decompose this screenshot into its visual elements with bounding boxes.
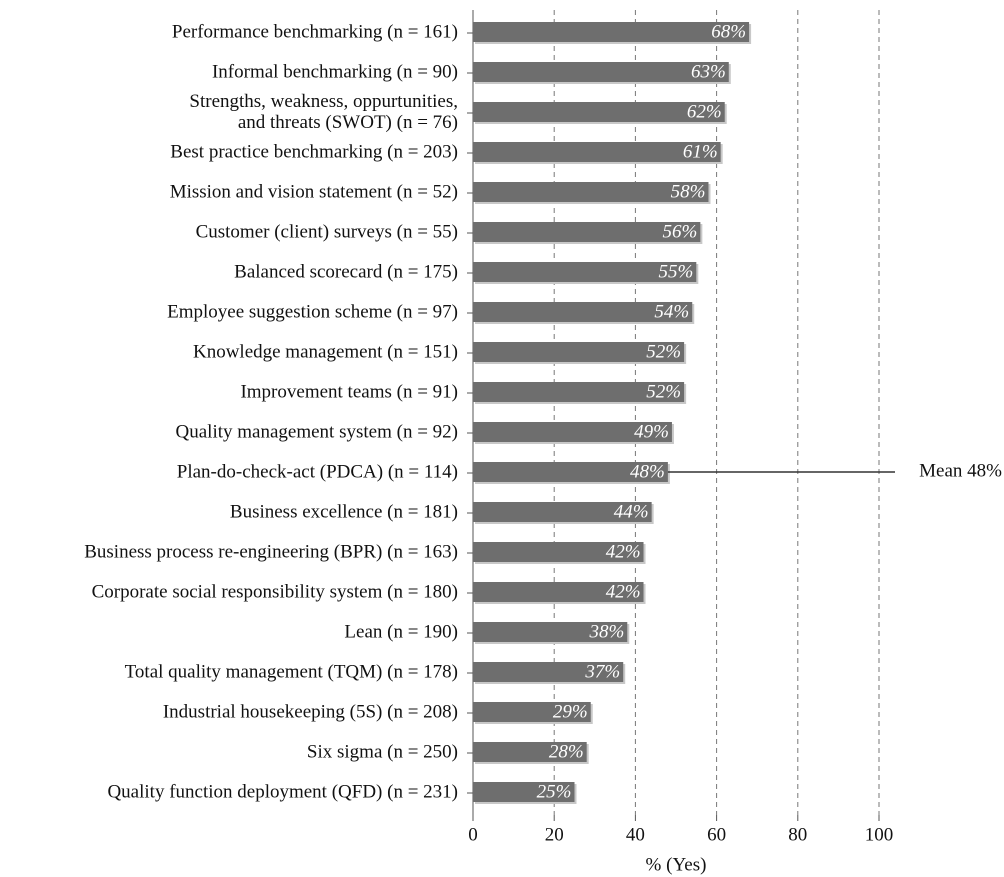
x-tick-label: 0 [468, 824, 478, 845]
category-label: Performance benchmarking (n = 161) [172, 21, 458, 42]
category-label: Business excellence (n = 181) [230, 501, 458, 522]
x-tick-label: 80 [788, 824, 807, 845]
category-label: Business process re-engineering (BPR) (n… [84, 541, 458, 562]
x-tick-label: 60 [707, 824, 726, 845]
x-tick-label: 40 [626, 824, 645, 845]
value-label: 68% [711, 21, 746, 42]
value-label: 38% [588, 621, 624, 642]
value-label: 56% [663, 221, 698, 242]
bar [473, 302, 693, 322]
category-label: Customer (client) surveys (n = 55) [196, 221, 458, 242]
bar [473, 662, 624, 682]
category-label: Knowledge management (n = 151) [193, 341, 458, 362]
value-label: 28% [549, 741, 584, 762]
value-label: 52% [646, 381, 681, 402]
value-label: 42% [606, 581, 641, 602]
bar [473, 102, 725, 122]
value-label: 55% [658, 261, 693, 282]
value-label: 37% [584, 661, 620, 682]
bar [473, 62, 729, 82]
bar [473, 782, 575, 802]
bar [473, 502, 652, 522]
bar [473, 342, 685, 362]
bar [473, 262, 697, 282]
x-tick-label: 100 [865, 824, 894, 845]
value-label: 54% [654, 301, 689, 322]
bar [473, 222, 701, 242]
category-label: Best practice benchmarking (n = 203) [170, 141, 458, 162]
bar [473, 142, 721, 162]
value-label: 29% [553, 701, 588, 722]
bar [473, 182, 709, 202]
category-label: and threats (SWOT) (n = 76) [238, 112, 458, 133]
bar [473, 582, 644, 602]
category-label: Total quality management (TQM) (n = 178) [125, 661, 458, 682]
value-label: 42% [606, 541, 641, 562]
bar [473, 382, 685, 402]
bar [473, 22, 750, 42]
bar [473, 542, 644, 562]
value-label: 44% [614, 501, 649, 522]
category-label: Lean (n = 190) [344, 621, 458, 642]
bar [473, 742, 587, 762]
bar [473, 702, 591, 722]
category-label: Quality management system (n = 92) [176, 421, 458, 442]
category-label: Mission and vision statement (n = 52) [170, 181, 458, 202]
category-label: Improvement teams (n = 91) [240, 381, 458, 402]
category-label: Strengths, weakness, oppurtunities, [189, 91, 458, 112]
x-tick-label: 20 [545, 824, 564, 845]
value-label: 58% [671, 181, 706, 202]
value-label: 63% [691, 61, 726, 82]
category-label: Plan-do-check-act (PDCA) (n = 114) [177, 461, 458, 482]
x-axis-label: % (Yes) [646, 854, 707, 875]
value-label: 49% [634, 421, 669, 442]
category-label: Balanced scorecard (n = 175) [234, 261, 458, 282]
category-label: Quality function deployment (QFD) (n = 2… [107, 781, 458, 802]
bar [473, 422, 672, 442]
category-label: Informal benchmarking (n = 90) [212, 61, 458, 82]
category-label: Corporate social responsibility system (… [92, 581, 458, 602]
value-label: 52% [646, 341, 681, 362]
bar [473, 622, 628, 642]
category-label: Industrial housekeeping (5S) (n = 208) [163, 701, 458, 722]
bar [473, 462, 668, 482]
value-label: 61% [683, 141, 718, 162]
category-label: Employee suggestion scheme (n = 97) [167, 301, 458, 322]
value-label: 25% [537, 781, 572, 802]
value-label: 62% [687, 101, 722, 122]
category-label: Six sigma (n = 250) [307, 741, 458, 762]
value-label: 48% [630, 461, 665, 482]
mean-label: Mean 48% [919, 460, 1002, 481]
